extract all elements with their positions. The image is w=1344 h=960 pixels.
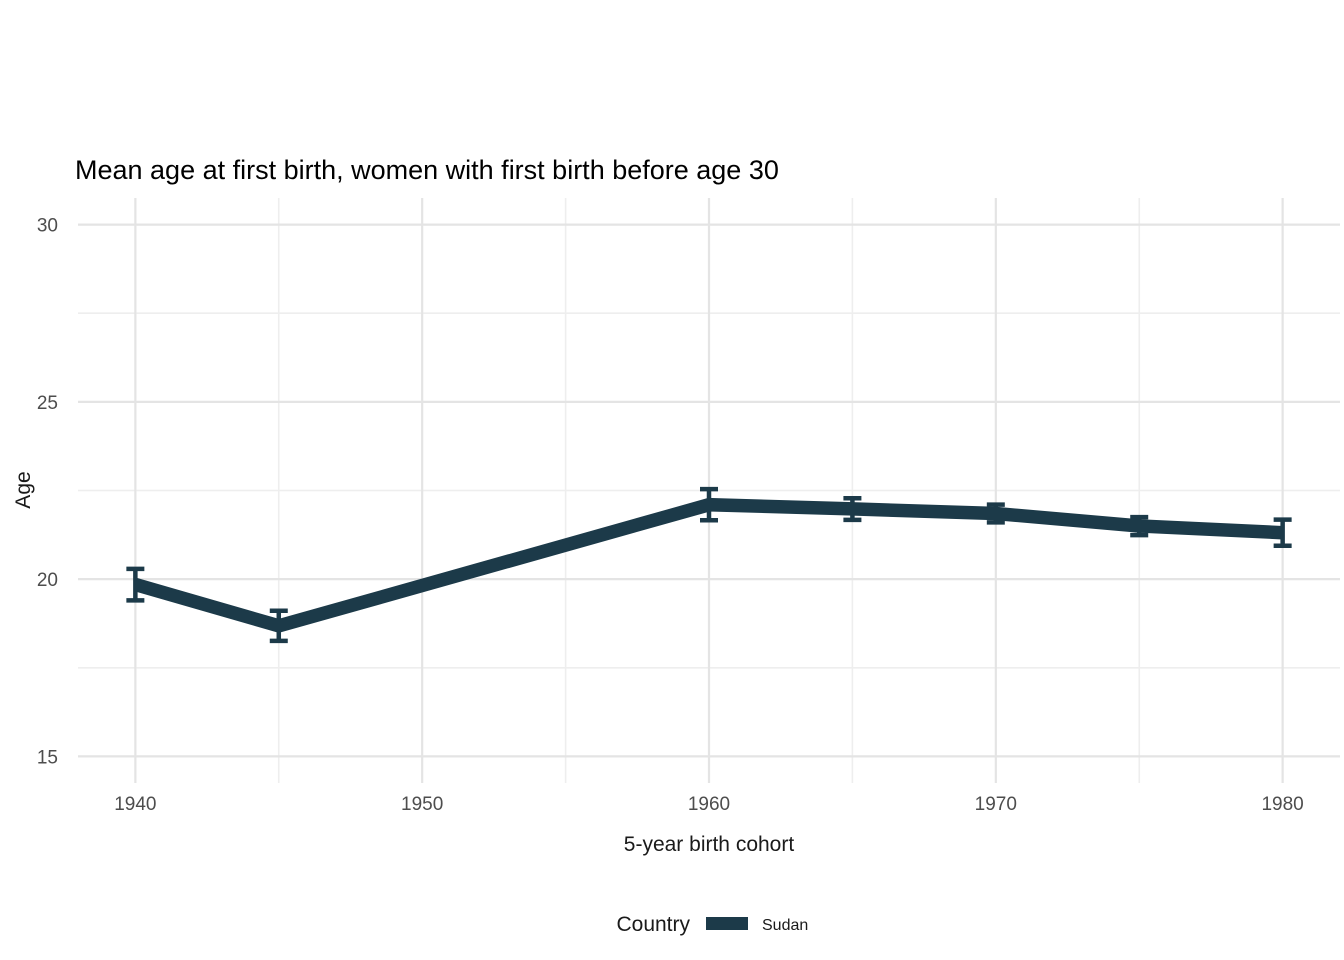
x-tick-label-1980: 1980 bbox=[1261, 794, 1303, 815]
x-axis-label: 5-year birth cohort bbox=[624, 833, 795, 856]
legend-key-sudan bbox=[706, 917, 748, 930]
x-axis-tick-labels: 1940 1950 1960 1970 1980 bbox=[114, 794, 1304, 815]
y-tick-label-25: 25 bbox=[37, 393, 58, 414]
y-tick-label-20: 20 bbox=[37, 570, 58, 591]
errorbar-1980 bbox=[1273, 517, 1292, 549]
legend-title: Country bbox=[616, 913, 690, 936]
legend-label-sudan: Sudan bbox=[762, 917, 808, 934]
x-tick-label-1940: 1940 bbox=[114, 794, 156, 815]
series-layer bbox=[126, 486, 1292, 644]
y-tick-label-30: 30 bbox=[37, 216, 58, 237]
x-tick-label-1960: 1960 bbox=[688, 794, 730, 815]
y-axis-label: Age bbox=[12, 471, 35, 508]
legend: Country Sudan bbox=[616, 913, 808, 936]
y-axis-tick-labels: 15 20 25 30 bbox=[37, 216, 58, 769]
series-line-sudan bbox=[133, 497, 1283, 633]
x-tick-label-1970: 1970 bbox=[975, 794, 1017, 815]
y-tick-label-15: 15 bbox=[37, 747, 58, 768]
x-tick-label-1950: 1950 bbox=[401, 794, 443, 815]
chart-title: Mean age at first birth, women with firs… bbox=[75, 155, 779, 185]
